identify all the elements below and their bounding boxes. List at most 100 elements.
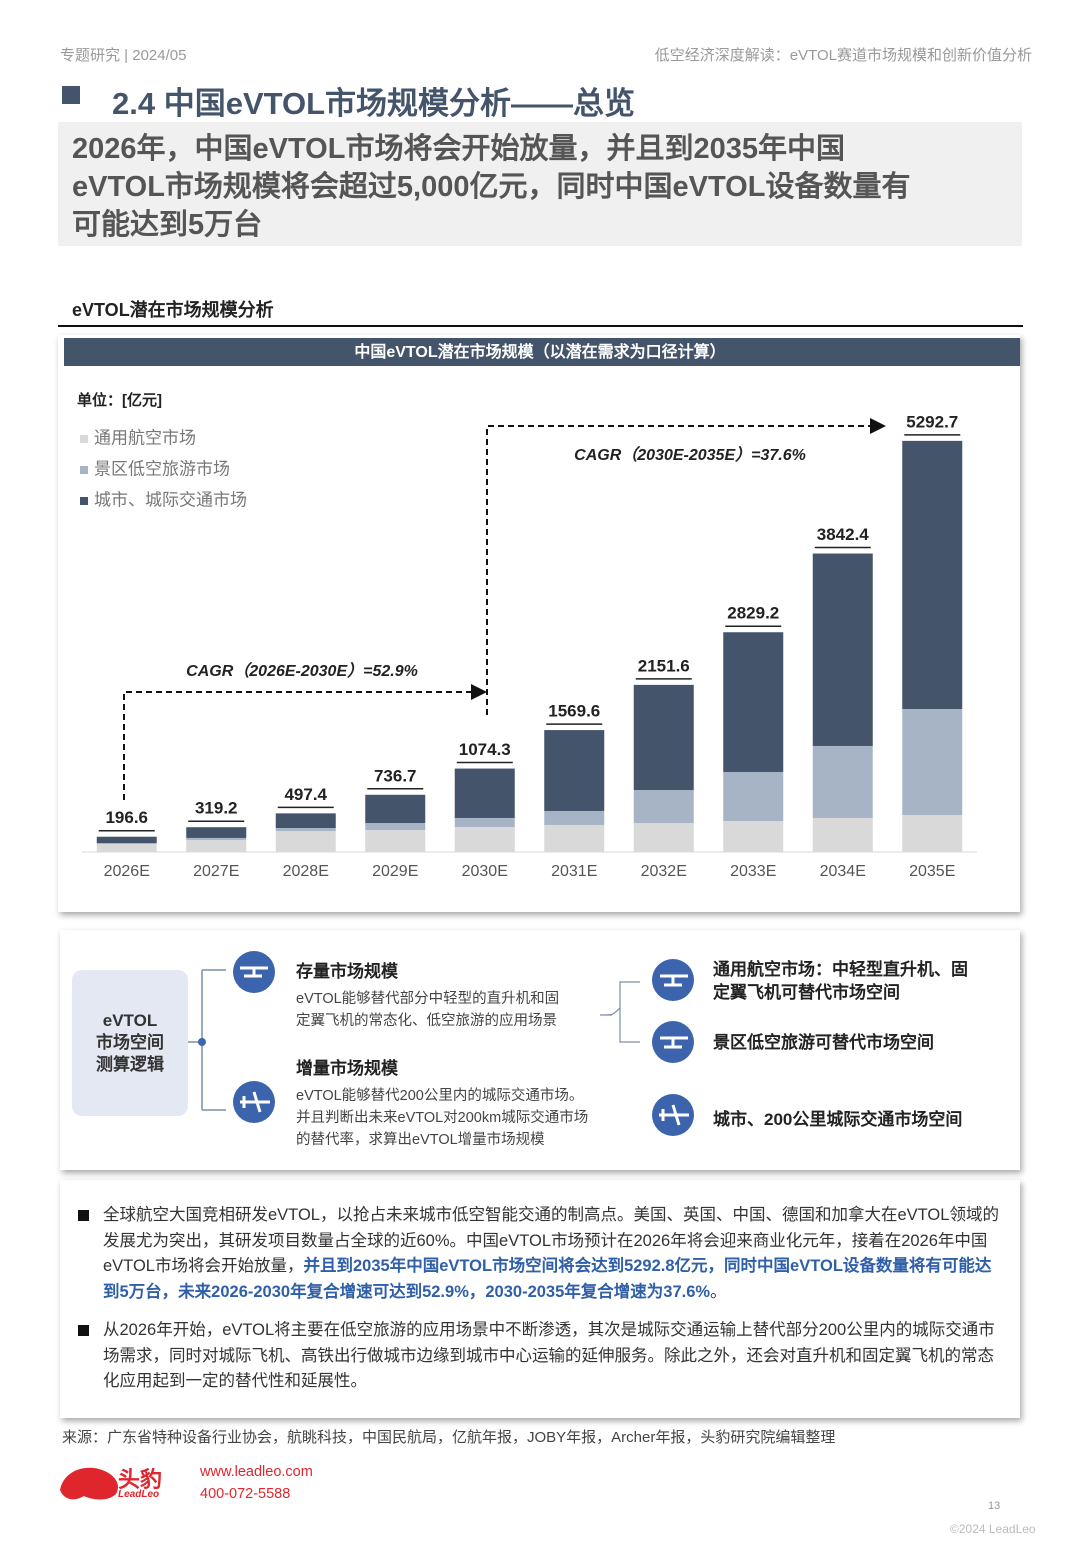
- chart-title: 中国eVTOL潜在市场规模（以潜在需求为口径计算）: [354, 342, 725, 361]
- unit-label: 单位：[亿元]: [77, 391, 162, 409]
- connector: [188, 969, 226, 1111]
- bar-segment: [454, 768, 515, 818]
- bullet-text: 从2026年开始，eVTOL将主要在低空旅游的应用场景中不断渗透，其次是城际交通…: [103, 1321, 995, 1390]
- x-tick-label: 2035E: [909, 863, 955, 880]
- x-tick-label: 2027E: [193, 863, 239, 880]
- bullet: 全球航空大国竞相研发eVTOL，以抢占未来城市低空智能交通的制高点。美国、英国、…: [76, 1203, 1006, 1305]
- logic-item-text: 定翼飞机的常态化、低空旅游的应用场景: [296, 1013, 557, 1029]
- bar-segment: [633, 790, 694, 824]
- header-left: 专题研究 | 2024/05: [60, 47, 187, 64]
- summary-line: 可能达到5万台: [72, 209, 263, 241]
- bar-segment: [544, 824, 605, 852]
- legend-label: 景区低空旅游市场: [94, 459, 230, 478]
- source: 来源：广东省特种设备行业协会，航眺科技，中国民航局，亿航年报，JOBY年报，Ar…: [62, 1429, 836, 1446]
- bar-segment: [633, 823, 694, 852]
- logic-center-line: 市场空间: [96, 1033, 164, 1052]
- phone: 400-072-5588: [200, 1486, 291, 1502]
- website: www.leadleo.com: [200, 1464, 313, 1480]
- logic-item-text: eVTOL能够替代200公里内的城际交通市场。: [296, 1088, 584, 1104]
- logic-center: eVTOL 市场空间 测算逻辑: [72, 970, 188, 1116]
- legend-label: 城市、城际交通市场: [94, 490, 247, 509]
- x-tick-label: 2026E: [104, 863, 150, 880]
- cagr-arrow: [123, 684, 487, 800]
- logic-right-item: 城市、200公里城际交通市场空间: [713, 1108, 962, 1131]
- logo-cn: 头豹: [118, 1467, 163, 1492]
- bar-segment: [902, 708, 963, 816]
- total-label: 2829.2: [727, 604, 779, 623]
- bullet-text: 全球航空大国竞相研发eVTOL，以抢占未来城市低空智能交通的制高点。美国、英国、…: [103, 1206, 999, 1275]
- logo-mark: [60, 1467, 119, 1500]
- connector-dot: [198, 1038, 206, 1046]
- cagr-annotation: CAGR（2030E-2035E）=37.6%: [574, 445, 806, 464]
- bar-segment: [812, 553, 873, 746]
- bar-segment: [365, 830, 426, 852]
- bullets-panel: [60, 1180, 1020, 1418]
- total-label: 3842.4: [817, 525, 870, 544]
- page-number: 13: [988, 1500, 1001, 1512]
- summary-line: eVTOL市场规模将会超过5,000亿元，同时中国eVTOL设备数量有: [72, 171, 911, 203]
- section-marker: [62, 86, 80, 104]
- logic-right-text: 景区低空旅游可替代市场空间: [713, 1033, 934, 1052]
- logic-item-title: 增量市场规模: [296, 1059, 398, 1078]
- logo-en: LeadLeo: [118, 1489, 160, 1500]
- bar-segment: [902, 440, 963, 709]
- cagr-annotation: CAGR（2026E-2030E）=52.9%: [186, 661, 418, 680]
- bar-segment: [365, 794, 426, 824]
- bar-segment: [544, 810, 605, 825]
- bullet-list: 全球航空大国竞相研发eVTOL，以抢占未来城市低空智能交通的制高点。美国、英国、…: [76, 1203, 1006, 1408]
- bar-segment: [275, 827, 336, 832]
- legend-label: 通用航空市场: [94, 428, 196, 447]
- bar-segment: [275, 813, 336, 828]
- bar-segment: [812, 817, 873, 852]
- logic-right-text: 通用航空市场：中轻型直升机、固: [713, 960, 968, 979]
- bullet-highlight: 并且到2035年中国eVTOL市场空间将会达到5292.8亿元，同时中国eVTO…: [103, 1257, 992, 1301]
- logic-right-item: 景区低空旅游可替代市场空间: [713, 1031, 934, 1054]
- logic-item: 存量市场规模 eVTOL能够替代部分中轻型的直升机和固 定翼飞机的常态化、低空旅…: [296, 957, 559, 1032]
- logic-center-line: 测算逻辑: [96, 1055, 164, 1074]
- logic-item: 增量市场规模 eVTOL能够替代200公里内的城际交通市场。 并且判断出未来eV…: [296, 1054, 588, 1151]
- total-label: 1569.6: [548, 702, 600, 721]
- bar-segment: [275, 831, 336, 852]
- copyright: ©2024 LeadLeo: [950, 1522, 1036, 1536]
- logic-item-text: eVTOL能够替代部分中轻型的直升机和固: [296, 991, 560, 1007]
- chart: 中国eVTOL潜在市场规模（以潜在需求为口径计算） 单位：[亿元] 通用航空市场…: [64, 338, 1020, 880]
- icon: [652, 1021, 694, 1063]
- summary-box: 2026年，中国eVTOL市场将会开始放量，并且到2035年中国 eVTOL市场…: [58, 122, 1022, 246]
- total-label: 1074.3: [459, 740, 511, 759]
- bar-segment: [723, 821, 784, 852]
- x-tick-label: 2032E: [641, 863, 687, 880]
- logic-right-text: 定翼飞机可替代市场空间: [713, 983, 900, 1002]
- chart-title-bar: [64, 338, 1020, 366]
- header-right: 低空经济深度解读：eVTOL赛道市场规模和创新价值分析: [654, 47, 1032, 64]
- bar-segment: [96, 843, 157, 852]
- cagr-arrow: [486, 418, 886, 715]
- x-tick-label: 2030E: [462, 863, 508, 880]
- bar-segment: [454, 826, 515, 852]
- logic-diagram: [188, 951, 694, 1136]
- x-tick-label: 2033E: [730, 863, 776, 880]
- logic-right-item: 通用航空市场：中轻型直升机、固 定翼飞机可替代市场空间: [713, 958, 968, 1004]
- bar-segment: [186, 839, 247, 852]
- logic-item-text: 并且判断出未来eVTOL对200km城际交通市场: [296, 1110, 589, 1126]
- total-label: 2151.6: [638, 656, 690, 675]
- bar-segment: [96, 836, 157, 843]
- icon: [652, 959, 694, 1001]
- x-tick-label: 2028E: [283, 863, 329, 880]
- bullet-text: 。: [710, 1282, 727, 1301]
- section-title: 2.4 中国eVTOL市场规模分析——总览: [112, 86, 636, 121]
- total-label: 196.6: [105, 808, 148, 827]
- logic-item-text: 的替代率，求算出eVTOL增量市场规模: [296, 1132, 545, 1148]
- icon: [652, 1094, 694, 1136]
- x-tick-label: 2034E: [820, 863, 866, 880]
- rule: [58, 325, 1023, 327]
- bar-segment: [812, 745, 873, 818]
- bar-segment: [454, 817, 515, 827]
- icon: [233, 951, 275, 993]
- total-label: 736.7: [374, 766, 417, 785]
- bar-segment: [186, 837, 247, 840]
- bar-segment: [544, 730, 605, 811]
- total-label: 319.2: [195, 799, 238, 818]
- legend-swatch: [80, 466, 88, 474]
- logic-item-title: 存量市场规模: [296, 962, 398, 981]
